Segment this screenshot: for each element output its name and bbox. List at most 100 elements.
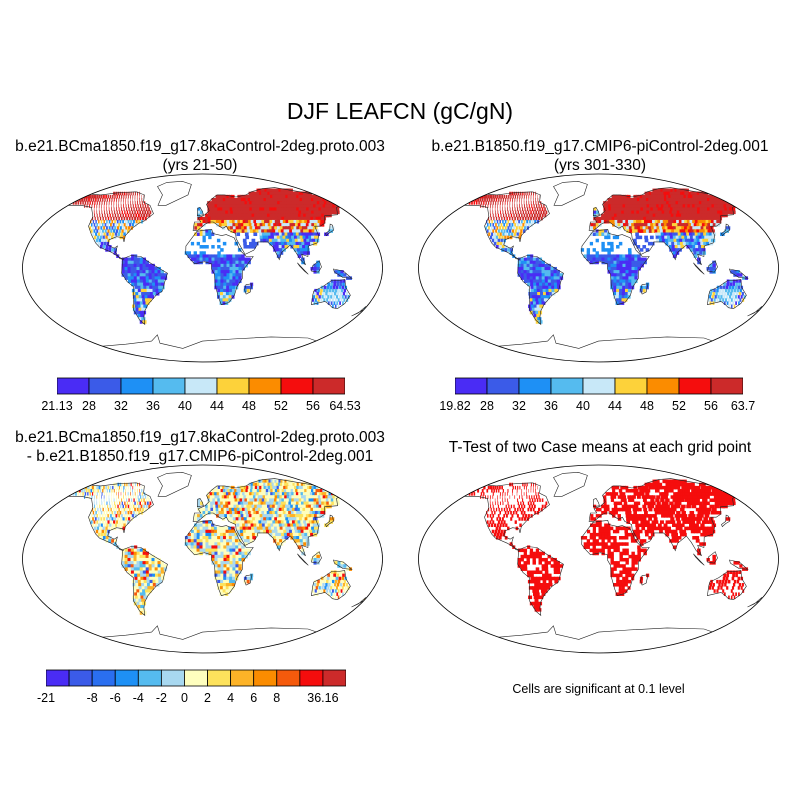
map-cell <box>218 492 223 496</box>
map-cell <box>249 536 254 540</box>
map-cell <box>276 248 280 252</box>
map-cell <box>698 235 703 240</box>
map-cell <box>224 194 228 199</box>
map-cell <box>194 514 198 518</box>
map-cell <box>135 495 137 499</box>
map-cell <box>601 254 605 258</box>
map-cell <box>133 554 137 559</box>
map-cell <box>130 482 132 487</box>
map-cell <box>275 229 280 233</box>
map-cell <box>652 223 657 227</box>
map-cell <box>120 514 123 518</box>
map-cell <box>89 226 92 230</box>
map-cell <box>633 492 638 496</box>
map-cell <box>316 551 320 556</box>
map-cell <box>286 207 292 211</box>
map-cell <box>131 501 134 506</box>
map-cell <box>139 298 144 302</box>
map-cell <box>223 564 227 568</box>
map-cell <box>130 498 133 502</box>
map-cell <box>324 295 327 299</box>
map-cell <box>522 207 524 211</box>
map-cell <box>98 495 100 499</box>
map-cell <box>530 216 532 221</box>
map-cell <box>137 579 142 584</box>
map-cell <box>631 226 636 230</box>
map-cell <box>113 201 115 205</box>
map-cell <box>139 557 143 562</box>
map-cell <box>220 213 224 218</box>
map-cell <box>194 226 198 230</box>
map-cell <box>297 504 303 509</box>
map-cell <box>126 223 129 227</box>
map-cell <box>271 235 276 240</box>
map-cell <box>674 241 678 246</box>
map-cell <box>145 279 150 284</box>
map-cell <box>151 266 155 271</box>
map-cell <box>96 194 99 199</box>
map-cell <box>232 210 237 215</box>
map-cell <box>103 517 106 521</box>
map-cell <box>190 254 194 258</box>
map-cell <box>278 498 284 502</box>
coastline-southAmerica <box>517 255 564 326</box>
map-cell <box>471 201 473 205</box>
map-cell <box>693 216 698 221</box>
map-cell <box>134 304 139 309</box>
map-cell <box>208 254 212 258</box>
map-cell <box>526 482 528 487</box>
map-cell <box>613 285 617 290</box>
map-cell <box>647 201 652 205</box>
map-cell <box>95 523 98 528</box>
map-cell <box>616 279 620 284</box>
map-cell <box>551 285 555 290</box>
map-cell <box>199 523 203 528</box>
map-cell <box>226 495 231 499</box>
map-cell <box>220 263 224 268</box>
map-cell <box>214 529 218 534</box>
map-cell <box>257 507 262 512</box>
map-cell <box>499 207 501 211</box>
map-cell <box>517 270 521 274</box>
map-cell <box>209 495 213 499</box>
map-cell <box>329 285 333 290</box>
map-cell <box>720 295 723 299</box>
map-cell <box>667 226 672 230</box>
map-cell <box>485 201 487 205</box>
map-cell <box>231 532 236 537</box>
map-cell <box>321 586 324 590</box>
map-cell <box>102 536 106 540</box>
map-cell <box>214 536 218 540</box>
map-cell <box>598 257 602 262</box>
map-cell <box>730 292 733 296</box>
map-cell <box>627 198 632 202</box>
map-cell <box>229 539 233 543</box>
map-cell <box>347 295 350 299</box>
map-cell <box>272 532 277 537</box>
map-cell <box>121 482 124 487</box>
map-cell <box>132 204 134 208</box>
map-cell <box>119 482 122 487</box>
map-cell <box>135 307 140 312</box>
map-cell <box>339 282 342 287</box>
map-cell <box>277 219 282 224</box>
map-cell <box>654 210 659 215</box>
map-cell <box>246 498 251 502</box>
map-cell <box>327 592 330 596</box>
map-cell <box>252 204 258 208</box>
map-cell <box>106 219 108 224</box>
map-cell <box>184 536 189 540</box>
map-cell <box>223 539 227 543</box>
map-cell <box>274 517 279 521</box>
map-cell <box>142 270 146 274</box>
map-cell <box>514 204 516 208</box>
map-cell <box>97 241 101 246</box>
map-cell <box>258 520 263 524</box>
map-cell <box>145 567 150 571</box>
map-cell <box>243 241 247 246</box>
map-cell <box>695 216 701 221</box>
map-cell <box>264 495 270 499</box>
map-cell <box>100 523 103 528</box>
map-cell <box>531 204 533 208</box>
map-cell <box>650 241 655 246</box>
